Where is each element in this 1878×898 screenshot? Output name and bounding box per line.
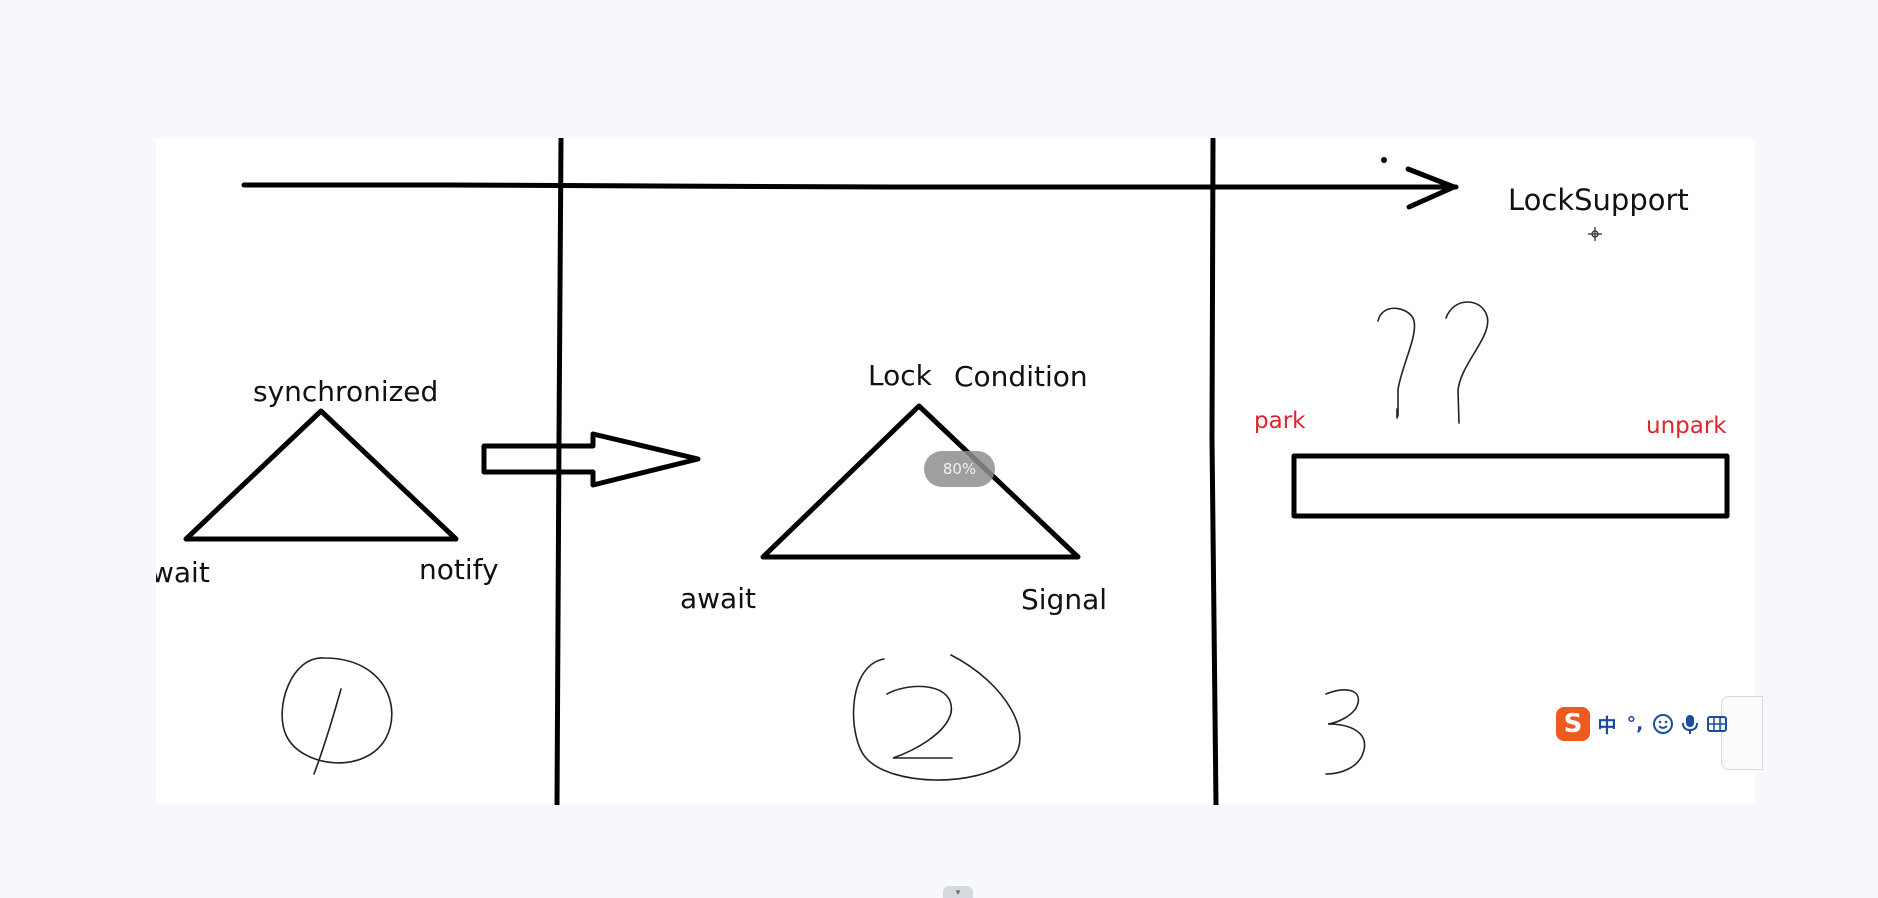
park-unpark-bar xyxy=(1291,453,1730,519)
emoji-icon[interactable] xyxy=(1652,713,1674,735)
timeline-arrowhead xyxy=(1405,166,1457,210)
timeline-arrow xyxy=(241,182,1459,190)
label-locksupport: LockSupport xyxy=(1508,183,1689,217)
label-synchronized: synchronized xyxy=(253,375,439,408)
label-lock: Lock xyxy=(868,359,932,392)
ime-side-panel[interactable] xyxy=(1721,696,1763,770)
ime-punctuation-toggle[interactable]: °, xyxy=(1626,713,1644,735)
keyboard-icon[interactable] xyxy=(1706,714,1728,734)
zoom-level-badge: 80% xyxy=(924,451,995,487)
sketch-layer xyxy=(183,138,1730,805)
hand-drawn-three xyxy=(1325,689,1366,775)
microphone-icon[interactable] xyxy=(1680,713,1700,735)
question-mark-1 xyxy=(1377,307,1416,419)
label-unpark: unpark xyxy=(1646,413,1727,439)
drawing-canvas[interactable]: LockSupport synchronized wait notify Loc… xyxy=(156,138,1755,805)
sogou-logo-icon[interactable]: S xyxy=(1556,707,1590,741)
question-mark-2 xyxy=(1445,301,1489,424)
label-park: park xyxy=(1254,408,1306,434)
label-await: await xyxy=(680,582,756,615)
bottom-scroll-handle[interactable]: ▾ xyxy=(943,886,973,898)
label-notify: notify xyxy=(419,553,499,586)
transition-arrow xyxy=(481,431,701,488)
synchronized-triangle xyxy=(183,408,459,542)
ime-mode-toggle[interactable]: 中 xyxy=(1597,714,1617,737)
stray-dot xyxy=(1381,157,1387,163)
lock-condition-triangle xyxy=(760,403,1081,560)
divider-1 xyxy=(554,138,564,805)
circled-one xyxy=(281,657,393,764)
divider-2 xyxy=(1209,138,1219,805)
circled-two xyxy=(852,654,1021,781)
label-signal: Signal xyxy=(1021,583,1108,616)
ime-toolbar[interactable]: S 中 °, xyxy=(1552,706,1759,742)
crosshair-cursor-icon xyxy=(1588,227,1602,241)
label-wait: wait xyxy=(156,556,210,589)
label-condition: Condition xyxy=(954,360,1088,393)
